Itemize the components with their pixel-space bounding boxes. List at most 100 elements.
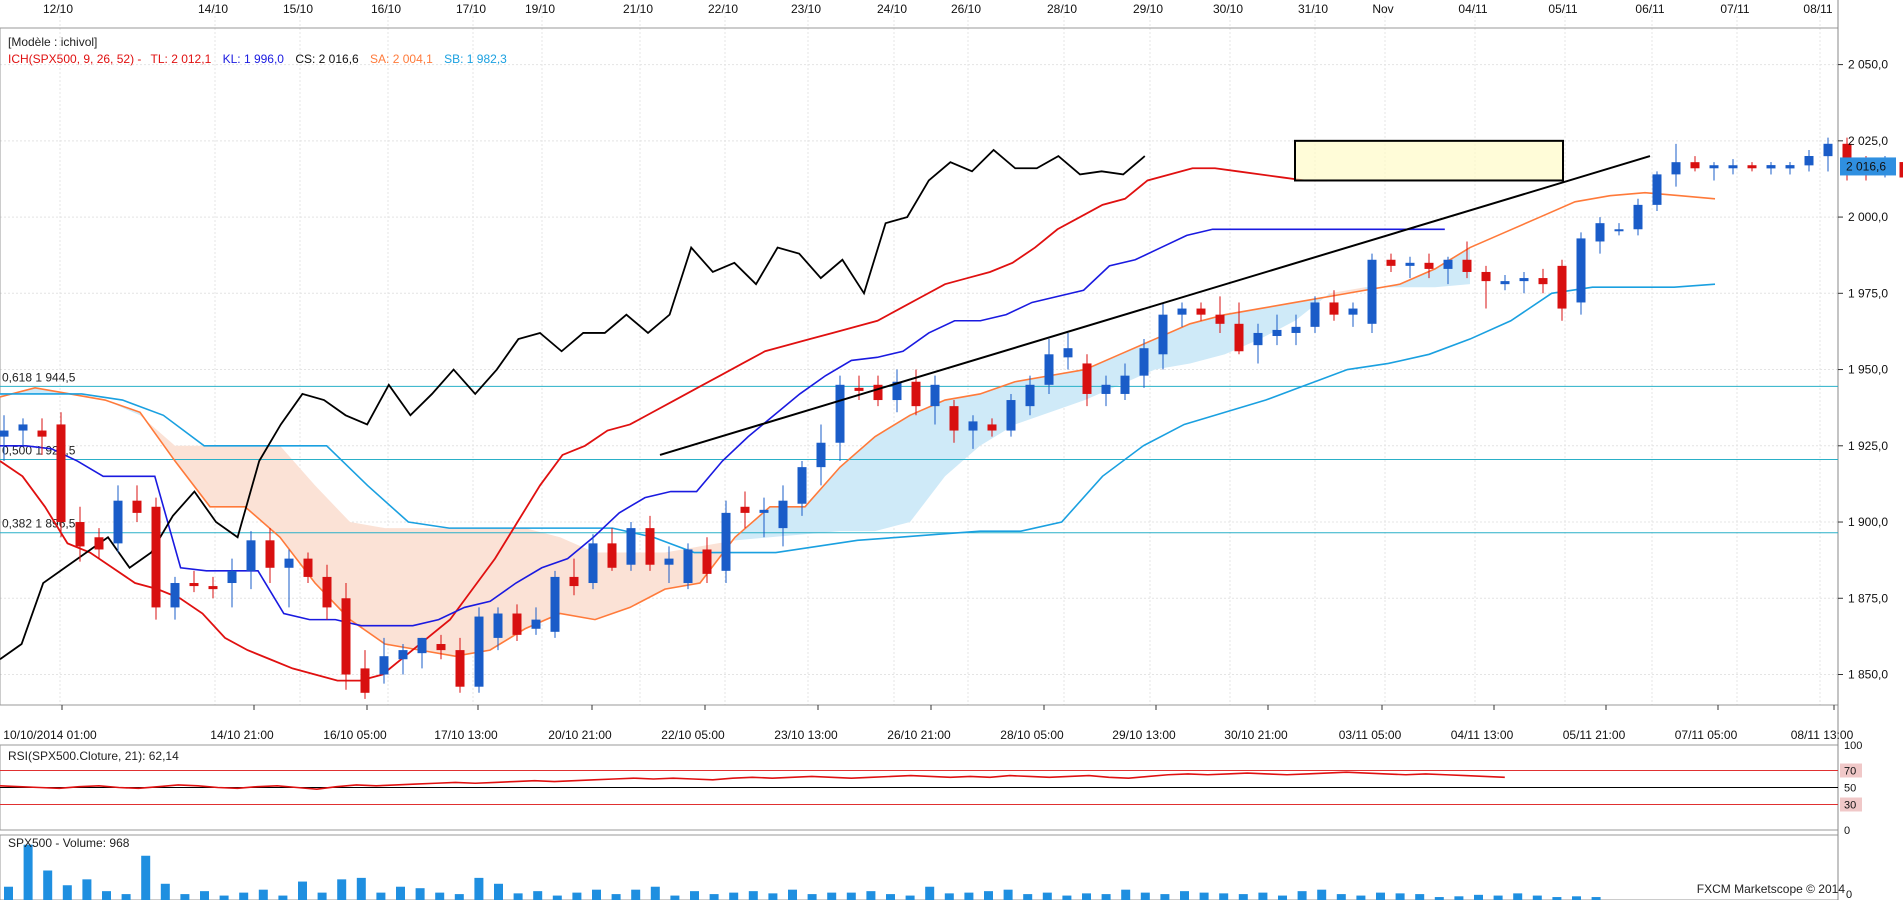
- top-date-label: 28/10: [1047, 2, 1077, 16]
- volume-bar: [102, 891, 111, 900]
- candle-up: [380, 656, 389, 674]
- rsi-line: [0, 772, 1505, 789]
- top-date-label: 12/10: [43, 2, 73, 16]
- candle-up: [285, 559, 294, 568]
- bottom-date-label: 08/11 13:00: [1791, 728, 1854, 742]
- candle-up: [1501, 281, 1510, 284]
- candle-down: [608, 543, 617, 567]
- candle-down: [912, 382, 921, 406]
- cloud-segment: [1050, 370, 1085, 413]
- volume-bar: [455, 894, 464, 900]
- candle-down: [1463, 260, 1472, 272]
- volume-bar: [259, 890, 268, 900]
- top-date-label: 06/11: [1635, 2, 1664, 16]
- volume-bar: [964, 893, 973, 900]
- volume-bar: [1219, 893, 1228, 900]
- candle-up: [1159, 315, 1168, 355]
- candle-down: [133, 501, 142, 513]
- legend-span-a: SA: 2 004,1: [370, 52, 433, 66]
- candle-up: [1444, 260, 1453, 269]
- volume-bar: [886, 894, 895, 900]
- bottom-date-label: 04/11 13:00: [1451, 728, 1514, 742]
- top-date-label: 08/11: [1803, 2, 1832, 16]
- volume-bar: [396, 887, 405, 900]
- consolidation-box: [1295, 141, 1563, 181]
- candle-up: [931, 385, 940, 406]
- candle-down: [1425, 263, 1434, 269]
- candle-up: [1368, 260, 1377, 324]
- volume-bar: [670, 896, 679, 900]
- candle-down: [950, 406, 959, 430]
- price-tick-label: 2 025,0: [1848, 134, 1888, 148]
- volume-bar: [1298, 891, 1307, 900]
- candle-down: [437, 644, 446, 650]
- volume-bar: [1102, 894, 1111, 900]
- candle-up: [1710, 165, 1719, 168]
- volume-bar: [1160, 894, 1169, 900]
- legend-ich: ICH(SPX500, 9, 26, 52) - TL: 2 012,1 KL:…: [8, 52, 507, 66]
- volume-bar: [1317, 890, 1326, 900]
- candle-up: [1045, 354, 1054, 384]
- volume-bar: [906, 896, 915, 900]
- cloud-segment: [455, 528, 490, 656]
- volume-panel: 0: [4, 845, 1852, 900]
- volume-panel-frame: [0, 835, 1838, 900]
- cloud-segment: [840, 437, 875, 532]
- candle-up: [589, 543, 598, 583]
- candle-up: [722, 513, 731, 571]
- volume-bar: [827, 893, 836, 900]
- bottom-date-label: 22/10 05:00: [661, 728, 725, 742]
- volume-bar: [984, 891, 993, 900]
- volume-bar: [1023, 894, 1032, 900]
- main-panel-frame: [0, 28, 1838, 705]
- candle-up: [1596, 223, 1605, 241]
- top-date-label: 24/10: [877, 2, 907, 16]
- volume-bar: [1356, 896, 1365, 900]
- candle-down: [570, 577, 579, 586]
- volume-bar: [239, 893, 248, 900]
- volume-bar: [63, 885, 72, 900]
- candle-down: [304, 559, 313, 577]
- drawing-tools: [660, 138, 1903, 455]
- candle-up: [228, 571, 237, 583]
- volume-bar: [122, 894, 131, 900]
- cloud-segment: [175, 446, 210, 507]
- volume-bar: [612, 894, 621, 900]
- candle-up: [494, 614, 503, 638]
- volume-bar: [710, 894, 719, 900]
- volume-tick-label: 0: [1846, 889, 1852, 900]
- volume-bar: [553, 896, 562, 900]
- candle-up: [1520, 278, 1529, 281]
- candle-up: [532, 620, 541, 629]
- top-date-label: 23/10: [791, 2, 821, 16]
- candle-up: [1254, 333, 1263, 345]
- candle-down: [874, 385, 883, 400]
- candle-up: [1102, 385, 1111, 394]
- candle-down: [190, 583, 199, 586]
- candle-down: [1083, 363, 1092, 393]
- top-date-label: 14/10: [198, 2, 228, 16]
- candle-up: [1140, 348, 1149, 375]
- candle-up: [836, 385, 845, 443]
- top-date-label: 31/10: [1298, 2, 1328, 16]
- candle-up: [1026, 385, 1035, 406]
- candle-down: [57, 424, 66, 522]
- bottom-date-label: 26/10 21:00: [887, 728, 951, 742]
- volume-bar: [82, 879, 91, 900]
- volume-bar: [1258, 893, 1267, 900]
- cloud-segment: [210, 446, 245, 507]
- volume-bar: [318, 893, 327, 900]
- candle-down: [1558, 266, 1567, 309]
- legend-kijun: KL: 1 996,0: [223, 52, 285, 66]
- volume-bar: [1239, 894, 1248, 900]
- volume-bar: [180, 894, 189, 900]
- candle-down: [1197, 309, 1206, 315]
- top-date-label: Nov: [1372, 2, 1393, 16]
- volume-bar: [1454, 896, 1463, 900]
- candle-up: [1577, 238, 1586, 302]
- volume-bar: [768, 893, 777, 900]
- candle-up: [418, 638, 427, 653]
- rsi-tick-label: 0: [1844, 825, 1850, 837]
- legend-chikou: CS: 2 016,6: [295, 52, 359, 66]
